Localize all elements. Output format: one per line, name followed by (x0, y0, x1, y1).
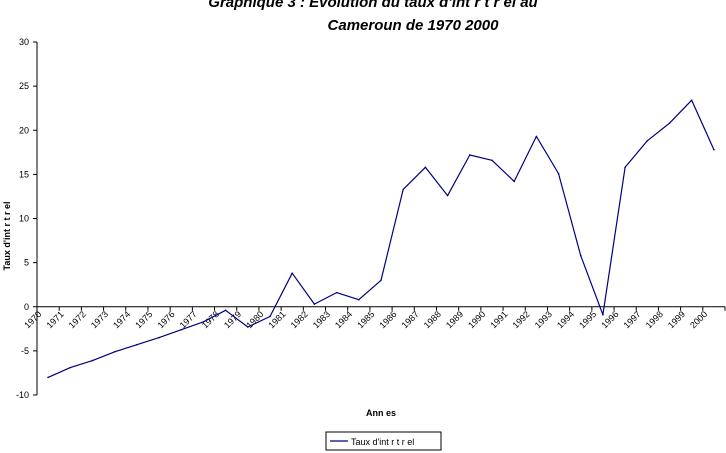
y-tick-label: 5 (24, 258, 29, 268)
x-tick-label: 1987 (400, 309, 421, 330)
x-tick-label: 1998 (644, 309, 665, 330)
data-point (624, 166, 626, 169)
data-point (446, 194, 449, 197)
data-point (158, 336, 160, 339)
data-point (224, 309, 227, 312)
x-tick-label: 1984 (333, 309, 354, 330)
x-tick-label: 1990 (466, 309, 487, 330)
x-tick-label: 1999 (666, 309, 687, 330)
chart-title-line-1: Graphique 3 : Evolution du taux d'int r … (208, 0, 538, 11)
x-tick-label: 1988 (422, 309, 443, 330)
data-point (113, 350, 116, 353)
x-tick-label: 1994 (555, 309, 576, 330)
data-point (402, 188, 404, 191)
data-point (468, 154, 471, 156)
data-point (358, 298, 360, 301)
data-point (247, 326, 249, 328)
x-tick-label: 1983 (311, 309, 332, 330)
x-tick-label: 1991 (488, 309, 509, 330)
y-tick-label: 25 (19, 81, 29, 91)
y-tick-label: 30 (19, 37, 29, 47)
x-tick-label: 1995 (577, 309, 598, 330)
data-point (602, 313, 604, 316)
x-tick-label: 1978 (200, 309, 221, 330)
chart-title-line-2: Cameroun de 1970 2000 (327, 17, 499, 34)
x-axis-label: Ann es (366, 408, 396, 418)
y-tick-label: 15 (19, 169, 29, 179)
x-tick-label: 1992 (511, 309, 532, 330)
data-point (335, 291, 338, 294)
data-point (136, 343, 138, 346)
data-point (202, 320, 205, 323)
y-tick-label: 20 (19, 125, 29, 135)
data-point (646, 140, 649, 142)
series-line (47, 99, 715, 378)
data-point (424, 166, 427, 169)
data-point (557, 172, 560, 175)
x-tick-label: 1981 (266, 309, 287, 330)
legend-label: Taux d'int r t r el (351, 437, 414, 447)
x-tick-label: 1986 (377, 309, 398, 330)
legend: Taux d'int r t r el (325, 431, 442, 451)
x-tick-label: 1971 (44, 309, 65, 330)
data-point (579, 254, 582, 257)
x-tick-label: 1993 (533, 309, 554, 330)
y-tick-label: 0 (24, 302, 29, 312)
data-point (47, 376, 49, 379)
x-tick-label: 1985 (355, 309, 376, 330)
data-point (668, 122, 671, 124)
data-point (91, 359, 94, 362)
x-tick-label: 1973 (89, 309, 110, 330)
y-tick-label: 10 (19, 214, 29, 224)
data-point (269, 315, 271, 318)
x-tick-label: 1972 (67, 309, 88, 330)
data-point (69, 366, 72, 369)
y-tick-label: -10 (16, 390, 29, 400)
data-point (180, 328, 183, 331)
legend-box (325, 431, 442, 451)
x-tick-label: 1974 (111, 309, 132, 330)
x-tick-label: 1979 (222, 309, 243, 330)
data-point (713, 148, 715, 151)
y-tick-label: -5 (21, 346, 29, 356)
data-point (535, 135, 538, 138)
x-tick-label: 1970 (22, 309, 43, 330)
y-axis-label: Taux d'int r t r el (2, 202, 12, 271)
x-tick-label: 1975 (133, 309, 154, 330)
data-point (513, 180, 515, 183)
data-point (380, 279, 382, 282)
data-point (291, 272, 294, 275)
data-point (690, 99, 693, 102)
x-tick-label: 1976 (155, 309, 176, 330)
x-tick-label: 1997 (622, 309, 643, 330)
x-tick-label: 1982 (289, 309, 310, 330)
data-point (313, 303, 316, 305)
x-tick-label: 2000 (688, 309, 709, 330)
x-tick-label: 1989 (444, 309, 465, 330)
data-point (491, 159, 493, 162)
